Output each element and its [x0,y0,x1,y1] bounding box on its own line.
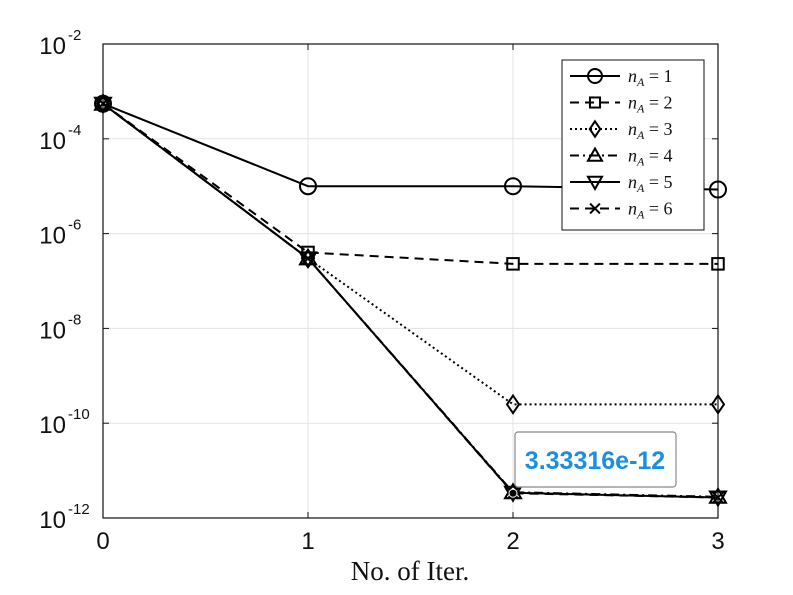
data-tip[interactable]: 3.33316e-12 [508,431,677,498]
data-point-circle [504,177,522,196]
y-tick-base: 10 [39,412,66,439]
x-tick-label: 0 [96,528,109,555]
y-tick-base: 10 [39,223,66,250]
data-tip-label: 3.33316e-12 [525,447,665,475]
data-point-diamond [505,393,521,415]
y-tick-exponent: -8 [68,311,81,328]
series-line [102,102,718,406]
series-6 [96,97,725,504]
legend-label: nA = 2 [628,93,673,116]
legend-entry: nA = 1 [570,66,673,89]
y-tick-label: 10 -8 [39,311,81,344]
legend-label: nA = 3 [628,119,673,142]
x-tick-label: 2 [506,528,519,555]
data-point-triangle-down [708,490,728,508]
legend-entry: nA = 2 [570,93,673,116]
data-point-circle [299,177,317,196]
y-tick-base: 10 [39,507,66,534]
y-tick-label: 10 -2 [39,27,81,60]
y-tick-label: 10 -6 [39,217,81,250]
legend-box [561,59,705,231]
data-point-x [96,97,110,111]
legend-label: nA = 6 [628,199,673,222]
legend-marker-circle [587,68,603,84]
data-point-square [711,257,725,271]
legend-marker-x [589,202,601,215]
y-tick-base: 10 [39,128,66,155]
plot-area-frame [102,43,719,519]
legend-entry: nA = 3 [570,119,673,142]
data-point-diamond [710,393,726,415]
legend-label: nA = 1 [628,66,673,89]
series-layer [93,93,728,508]
legend-marker-square [588,96,602,109]
y-tick-exponent: -4 [68,122,81,139]
y-tick-exponent: -12 [68,501,90,518]
series-line [102,102,719,499]
y-tick-label: 10 -10 [39,406,89,439]
data-point-triangle-down [298,251,318,269]
legend-label: nA = 4 [628,146,673,169]
data-point-square [506,257,520,271]
x-tick-label: 1 [301,528,314,555]
y-tick-label: 10 -4 [39,122,81,155]
data-point-triangle-up [708,486,728,504]
data-point-x [711,491,725,504]
legend-label: nA = 5 [628,172,673,195]
x-axis-title: No. of Iter. [351,556,469,586]
y-tick-exponent: -6 [68,217,81,234]
data-tip-point [508,488,518,498]
data-point-triangle-down [93,96,113,114]
legend: nA = 1 nA = 2 nA = 3 nA = 4 nA = 5 nA = 6 [561,59,705,231]
y-tick-base: 10 [39,33,66,60]
legend-marker-triangle-up [586,146,604,162]
y-tick-exponent: -2 [68,27,81,44]
series-line [102,102,718,265]
legend-entry: nA = 6 [570,199,673,222]
data-tip-box [514,431,677,488]
legend-marker-triangle-down [586,175,604,192]
legend-entry: nA = 5 [570,172,673,195]
y-tick-label: 10 -12 [39,501,89,534]
y-tick-exponent: -10 [68,406,90,423]
legend-entry: nA = 4 [570,146,673,169]
data-point-circle [709,180,727,199]
x-tick-label: 3 [711,528,724,555]
legend-marker-diamond [588,119,602,139]
y-tick-base: 10 [39,317,66,344]
data-point-x [301,252,315,265]
